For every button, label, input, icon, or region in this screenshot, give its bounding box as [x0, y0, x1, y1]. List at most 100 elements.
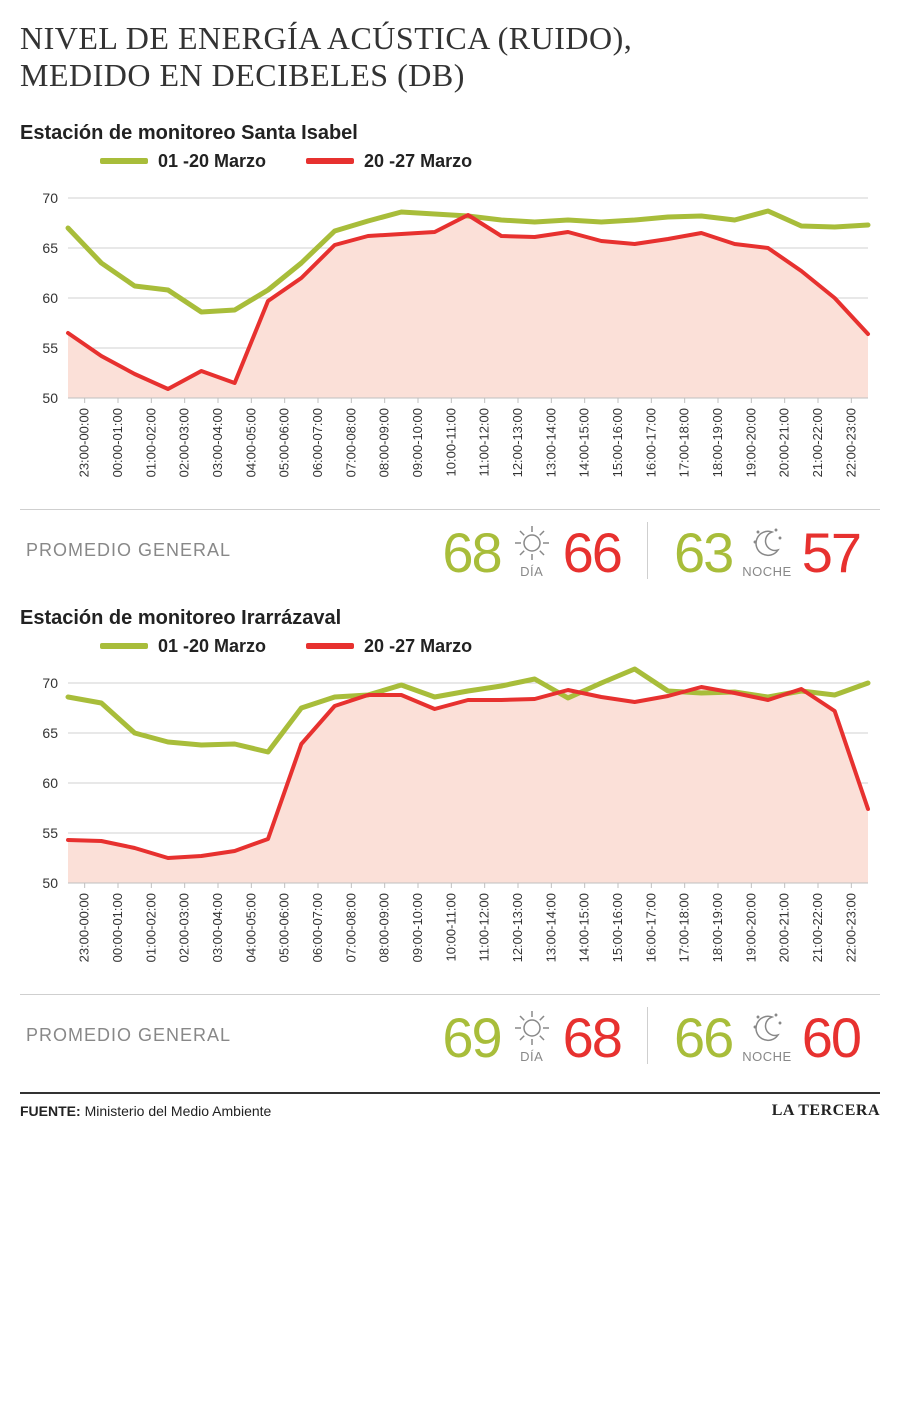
- svg-text:23:00-00:00: 23:00-00:00: [77, 893, 92, 962]
- svg-text:15:00-16:00: 15:00-16:00: [610, 408, 625, 477]
- averages-label: PROMEDIO GENERAL: [20, 1025, 231, 1046]
- station-name: Estación de monitoreo Irarrázaval: [20, 607, 880, 630]
- avg-separator: [647, 1007, 648, 1064]
- svg-text:19:00-20:00: 19:00-20:00: [743, 408, 758, 477]
- moon-icon: [746, 522, 788, 564]
- svg-text:16:00-17:00: 16:00-17:00: [643, 893, 658, 962]
- title-line-2: MEDIDO EN DECIBELES (DB): [20, 57, 465, 93]
- avg-day-s1: 68: [442, 528, 500, 578]
- footer-source: FUENTE: Ministerio del Medio Ambiente: [20, 1103, 271, 1119]
- svg-text:12:00-13:00: 12:00-13:00: [510, 893, 525, 962]
- svg-text:03:00-04:00: 03:00-04:00: [210, 408, 225, 477]
- svg-text:50: 50: [42, 875, 58, 891]
- svg-text:21:00-22:00: 21:00-22:00: [810, 893, 825, 962]
- avg-night-s1: 66: [674, 1013, 732, 1063]
- sun-icon: [511, 522, 553, 564]
- svg-text:60: 60: [42, 290, 58, 306]
- svg-text:18:00-19:00: 18:00-19:00: [710, 893, 725, 962]
- svg-text:22:00-23:00: 22:00-23:00: [843, 408, 858, 477]
- footer-brand: LA TERCERA: [772, 1102, 880, 1120]
- svg-text:11:00-12:00: 11:00-12:00: [477, 408, 492, 476]
- svg-text:00:00-01:00: 00:00-01:00: [110, 893, 125, 962]
- avg-day-s2: 68: [563, 1013, 621, 1063]
- svg-text:14:00-15:00: 14:00-15:00: [577, 408, 592, 477]
- station-block-1: Estación de monitoreo Irarrázaval 01 -20…: [20, 607, 880, 1082]
- chart-1: 50 55 60 65 70 23:00-00:00 00:00-01:00 01:00-0…: [20, 653, 880, 983]
- moon-icon: [746, 1007, 788, 1049]
- svg-text:15:00-16:00: 15:00-16:00: [610, 893, 625, 962]
- title-line-1: NIVEL DE ENERGÍA ACÚSTICA (RUIDO),: [20, 20, 632, 56]
- svg-text:55: 55: [42, 340, 58, 356]
- svg-text:07:00-08:00: 07:00-08:00: [343, 408, 358, 477]
- sun-icon: [511, 1007, 553, 1049]
- avg-day-group: 68 DÍA 66: [422, 522, 641, 579]
- avg-night-group: 63 NOCHE 57: [654, 522, 880, 579]
- avg-day-s2: 66: [563, 528, 621, 578]
- svg-text:18:00-19:00: 18:00-19:00: [710, 408, 725, 477]
- averages-row: PROMEDIO GENERAL 68 DÍA 66 63: [20, 509, 880, 597]
- series2-area: [68, 687, 868, 883]
- svg-text:17:00-18:00: 17:00-18:00: [677, 408, 692, 477]
- svg-text:70: 70: [42, 190, 58, 206]
- averages-row: PROMEDIO GENERAL 69 DÍA 68 66: [20, 994, 880, 1082]
- avg-night-label: NOCHE: [742, 1049, 791, 1064]
- svg-text:04:00-05:00: 04:00-05:00: [243, 408, 258, 477]
- svg-text:13:00-14:00: 13:00-14:00: [543, 893, 558, 962]
- svg-text:65: 65: [42, 725, 58, 741]
- svg-text:14:00-15:00: 14:00-15:00: [577, 893, 592, 962]
- svg-text:04:00-05:00: 04:00-05:00: [243, 893, 258, 962]
- svg-text:12:00-13:00: 12:00-13:00: [510, 408, 525, 477]
- svg-text:09:00-10:00: 09:00-10:00: [410, 893, 425, 962]
- svg-text:03:00-04:00: 03:00-04:00: [210, 893, 225, 962]
- svg-text:10:00-11:00: 10:00-11:00: [443, 893, 458, 961]
- svg-text:02:00-03:00: 02:00-03:00: [177, 893, 192, 962]
- svg-text:05:00-06:00: 05:00-06:00: [277, 893, 292, 962]
- svg-text:06:00-07:00: 06:00-07:00: [310, 893, 325, 962]
- avg-separator: [647, 522, 648, 579]
- svg-text:21:00-22:00: 21:00-22:00: [810, 408, 825, 477]
- svg-text:08:00-09:00: 08:00-09:00: [377, 408, 392, 477]
- svg-text:09:00-10:00: 09:00-10:00: [410, 408, 425, 477]
- avg-night-s2: 57: [802, 528, 860, 578]
- svg-text:20:00-21:00: 20:00-21:00: [777, 408, 792, 477]
- series2-area: [68, 215, 868, 398]
- station-name: Estación de monitoreo Santa Isabel: [20, 122, 880, 145]
- svg-text:01:00-02:00: 01:00-02:00: [143, 893, 158, 962]
- legend-swatch-s2: [306, 643, 354, 649]
- avg-day-label: DÍA: [520, 564, 543, 579]
- footer: FUENTE: Ministerio del Medio Ambiente LA…: [20, 1092, 880, 1120]
- svg-text:13:00-14:00: 13:00-14:00: [543, 408, 558, 477]
- svg-text:01:00-02:00: 01:00-02:00: [143, 408, 158, 477]
- page-title: NIVEL DE ENERGÍA ACÚSTICA (RUIDO), MEDID…: [20, 20, 880, 94]
- svg-text:11:00-12:00: 11:00-12:00: [477, 893, 492, 961]
- avg-day-label: DÍA: [520, 1049, 543, 1064]
- svg-text:65: 65: [42, 240, 58, 256]
- legend-swatch-s1: [100, 643, 148, 649]
- avg-day-s1: 69: [442, 1013, 500, 1063]
- svg-text:02:00-03:00: 02:00-03:00: [177, 408, 192, 477]
- svg-text:00:00-01:00: 00:00-01:00: [110, 408, 125, 477]
- svg-text:07:00-08:00: 07:00-08:00: [343, 893, 358, 962]
- svg-text:60: 60: [42, 775, 58, 791]
- avg-night-label: NOCHE: [742, 564, 791, 579]
- station-block-0: Estación de monitoreo Santa Isabel 01 -2…: [20, 122, 880, 597]
- svg-text:05:00-06:00: 05:00-06:00: [277, 408, 292, 477]
- svg-text:16:00-17:00: 16:00-17:00: [643, 408, 658, 477]
- svg-text:08:00-09:00: 08:00-09:00: [377, 893, 392, 962]
- averages-label: PROMEDIO GENERAL: [20, 540, 231, 561]
- avg-night-s2: 60: [802, 1013, 860, 1063]
- legend-swatch-s2: [306, 158, 354, 164]
- svg-text:22:00-23:00: 22:00-23:00: [843, 893, 858, 962]
- svg-text:06:00-07:00: 06:00-07:00: [310, 408, 325, 477]
- svg-text:23:00-00:00: 23:00-00:00: [77, 408, 92, 477]
- avg-night-s1: 63: [674, 528, 732, 578]
- svg-text:20:00-21:00: 20:00-21:00: [777, 893, 792, 962]
- svg-text:19:00-20:00: 19:00-20:00: [743, 893, 758, 962]
- svg-text:10:00-11:00: 10:00-11:00: [443, 408, 458, 476]
- legend-swatch-s1: [100, 158, 148, 164]
- chart-0: 5055606570 23:00-00:0000:00-01:0001:00-0…: [20, 168, 880, 498]
- avg-day-group: 69 DÍA 68: [422, 1007, 641, 1064]
- svg-text:55: 55: [42, 825, 58, 841]
- avg-night-group: 66 NOCHE 60: [654, 1007, 880, 1064]
- svg-text:70: 70: [42, 675, 58, 691]
